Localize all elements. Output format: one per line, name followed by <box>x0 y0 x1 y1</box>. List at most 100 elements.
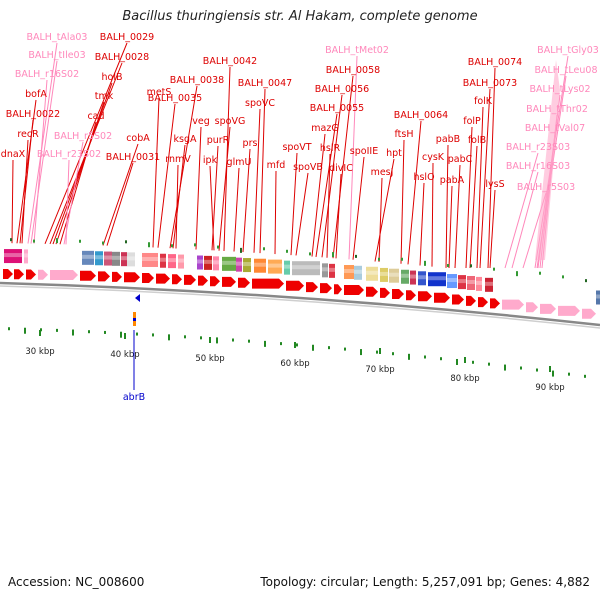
gene-label-dnax: dnaX <box>1 149 26 160</box>
gc-ticks-outer <box>10 238 587 283</box>
gene-label-balh_0073: BALH_0073 <box>463 78 517 89</box>
gc-tick <box>10 238 12 242</box>
gene-arrow <box>252 278 284 289</box>
gene-label-mesj: mesJ <box>371 167 394 178</box>
gene-label-balh_r5s03: BALH_r5S03 <box>517 182 575 193</box>
cog-box <box>322 263 328 278</box>
gene-label-veg: veg <box>192 116 210 127</box>
gene-arrow <box>320 283 332 294</box>
gene-arrow <box>526 302 538 313</box>
gene-label-balh_tval07: BALH_tVal07 <box>525 123 585 134</box>
ruler-label: 30 kbp <box>25 347 54 357</box>
cog-box <box>236 257 242 272</box>
gene-arrow <box>344 285 364 296</box>
leader-line <box>454 164 461 269</box>
gc-tick <box>40 328 42 332</box>
gene-label-mfd: mfd <box>267 160 286 171</box>
leader-line <box>218 126 231 251</box>
gc-tick <box>568 372 570 376</box>
cog-box <box>458 275 466 290</box>
gene-arrow <box>452 294 464 305</box>
gc-tick <box>408 353 410 360</box>
gc-tick <box>376 350 378 354</box>
gene-arrow <box>502 299 524 310</box>
gc-tick <box>470 264 472 268</box>
cog-box <box>213 256 219 271</box>
gene-arrow <box>466 295 476 306</box>
gene-arrow <box>366 286 378 297</box>
leader-line <box>489 189 496 269</box>
gene-arrow <box>418 291 432 302</box>
gene-arrow <box>50 269 78 280</box>
leader-line <box>431 162 434 267</box>
gene-label-balh_tlys02: BALH_tLys02 <box>529 84 590 95</box>
gene-arrow <box>238 277 250 288</box>
gc-tick <box>88 330 90 334</box>
gene-arrow <box>172 274 182 285</box>
leader-line <box>465 126 473 269</box>
gene-arrow <box>112 271 122 282</box>
leader-line <box>274 170 277 255</box>
cog-box <box>344 265 354 280</box>
gc-tick <box>8 327 10 331</box>
leader-line <box>63 141 84 245</box>
leader-line <box>448 185 453 269</box>
gene-label-balh_0055: BALH_0055 <box>310 103 364 114</box>
gene-arrow <box>558 305 580 316</box>
gc-tick <box>378 257 380 261</box>
leader-line <box>374 158 395 262</box>
gene-label-balh_0038: BALH_0038 <box>170 75 224 86</box>
gc-tick <box>264 340 266 347</box>
gc-tick <box>184 335 186 339</box>
leader-line <box>242 148 251 253</box>
gene-arrow <box>156 273 170 284</box>
cog-box <box>168 254 176 269</box>
gc-tick <box>296 343 298 347</box>
ruler-tick <box>209 337 211 343</box>
gene-label-spovb: spoVB <box>293 162 323 173</box>
gc-tick <box>424 260 426 266</box>
gene-label-balh_0031: BALH_0031 <box>106 152 160 163</box>
gene-label-balh_0042: BALH_0042 <box>203 56 257 67</box>
leader-line <box>44 42 128 245</box>
gene-label-balh_0056: BALH_0056 <box>315 84 369 95</box>
gene-arrow <box>540 303 556 314</box>
cog-box <box>447 274 457 289</box>
gene-arrow-track <box>3 269 596 319</box>
leader-line <box>445 144 449 268</box>
gc-tick <box>312 344 314 351</box>
gc-tick <box>168 334 170 341</box>
ruler-tick <box>464 357 466 363</box>
cog-box <box>4 249 22 264</box>
bp-ruler: 30 kbp 40 kbp 50 kbp 60 kbp 70 kbp 80 kbp 90 k… <box>25 330 565 393</box>
gc-tick <box>200 336 202 340</box>
cog-box <box>485 277 493 292</box>
gene-label-divic: divIC <box>329 163 353 174</box>
gene-arrow <box>222 276 236 287</box>
gc-tick <box>328 346 330 350</box>
leader-line <box>348 55 358 260</box>
gc-tick <box>104 330 106 334</box>
gene-label-recr: recR <box>17 129 39 140</box>
gc-tick <box>520 366 522 370</box>
gene-label-balh_r23s03: BALH_r23S03 <box>506 142 570 153</box>
leader-line <box>469 145 478 269</box>
gene-label-balh_r16s03: BALH_r16S03 <box>506 161 570 172</box>
leader-line <box>19 119 34 244</box>
leader-line <box>335 173 342 259</box>
gene-label-paba: pabA <box>440 175 465 186</box>
gene-label-balh_0074: BALH_0074 <box>468 57 522 68</box>
gene-arrow <box>434 292 450 303</box>
gene-arrow <box>478 297 488 308</box>
gc-tick <box>79 239 81 243</box>
gene-arrow <box>306 282 318 293</box>
cog-box <box>24 249 28 264</box>
leader-line <box>172 144 186 249</box>
cog-box <box>204 255 212 270</box>
gc-tick <box>56 328 58 332</box>
leader-line <box>59 121 97 245</box>
gc-tick <box>33 239 35 243</box>
gene-label-folk: folK <box>474 96 493 107</box>
gene-label-balh_tile03: BALH_tIle03 <box>28 50 85 61</box>
